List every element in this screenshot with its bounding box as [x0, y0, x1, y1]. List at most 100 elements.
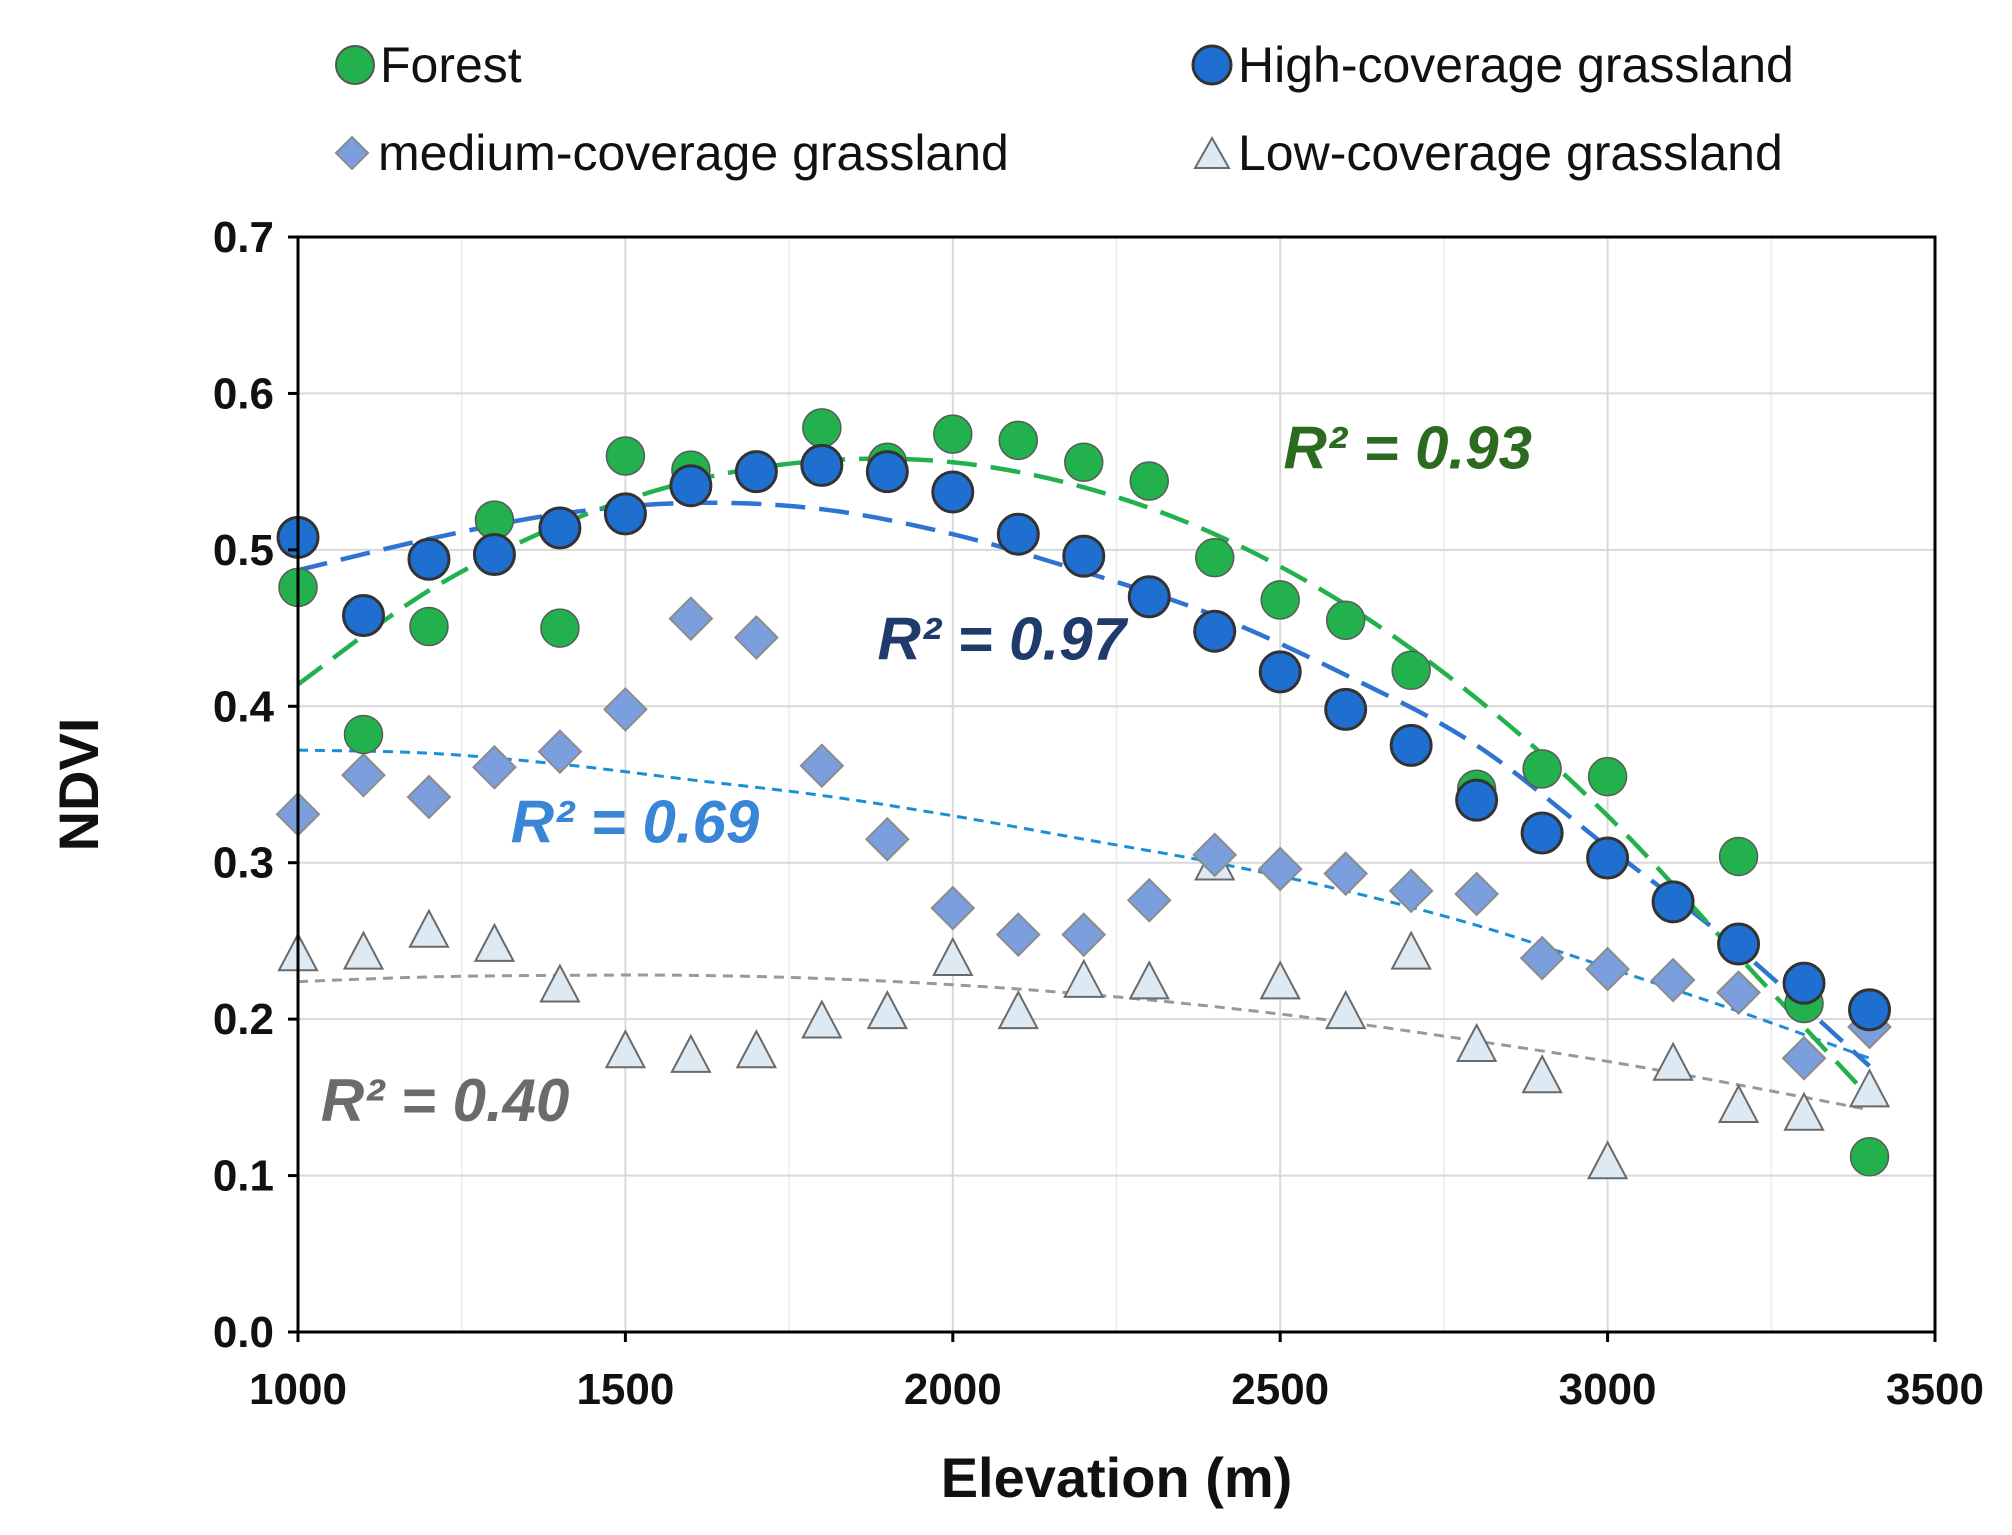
low-coverage-point — [539, 963, 581, 1003]
high-coverage-point — [1848, 988, 1892, 1032]
low-coverage-point — [1390, 930, 1432, 970]
r2-label-low-coverage: R² = 0.40 — [321, 1067, 569, 1134]
high-coverage-point — [472, 533, 516, 577]
x-tick-label: 2000 — [904, 1365, 1002, 1414]
high-coverage-point — [1717, 922, 1761, 966]
low-coverage-point — [997, 989, 1039, 1030]
high-coverage-point — [734, 450, 778, 494]
y-tick-label: 0.3 — [213, 839, 274, 888]
forest-point — [605, 436, 646, 476]
medium-coverage-point — [864, 816, 910, 862]
x-tick-label: 3500 — [1886, 1365, 1984, 1414]
y-tick-label: 0.6 — [213, 369, 274, 418]
medium-coverage-point — [1126, 877, 1172, 923]
r2-label-high-coverage: R² = 0.97 — [877, 605, 1128, 672]
forest-point — [343, 714, 384, 755]
low-coverage-point — [1717, 1083, 1760, 1123]
x-axis-title: Elevation (m) — [941, 1446, 1293, 1509]
high-coverage-point — [1520, 811, 1564, 855]
legend-marker-forest — [335, 45, 375, 85]
low-coverage-point — [1521, 1054, 1563, 1094]
medium-coverage-point — [1585, 946, 1631, 992]
y-tick-label: 0.5 — [213, 526, 274, 575]
low-coverage-point — [604, 1029, 647, 1069]
medium-coverage-point — [1519, 935, 1565, 981]
r-squared-labels: R² = 0.93 R² = 0.97 R² = 0.69 R² = 0.40 — [321, 415, 1532, 1134]
y-tick-label: 0.1 — [213, 1152, 274, 1201]
forest-point — [1718, 836, 1759, 877]
forest-point — [1849, 1137, 1890, 1177]
low-coverage-point — [1652, 1041, 1694, 1081]
x-tick-label: 1500 — [576, 1365, 674, 1414]
high-coverage-point — [1127, 575, 1171, 619]
forest-point — [1129, 461, 1169, 501]
high-coverage-point — [996, 512, 1040, 556]
high-coverage-point — [1455, 778, 1499, 822]
x-axis-ticks: 1000 1500 2000 2500 3000 3500 — [249, 1332, 1984, 1414]
medium-coverage-point — [1323, 851, 1369, 897]
high-coverage-point — [407, 537, 451, 581]
forest-point — [933, 414, 973, 454]
high-coverage-point — [1389, 723, 1433, 767]
high-coverage-point — [865, 450, 909, 494]
plot-area-border — [296, 235, 1937, 1334]
low-coverage-point — [801, 999, 843, 1039]
medium-coverage-point — [799, 743, 845, 789]
medium-coverage-point — [406, 774, 452, 820]
high-coverage-point — [1193, 609, 1237, 653]
forest-point — [1260, 580, 1300, 620]
legend-item-low-coverage: Low-coverage grassland — [1193, 125, 1783, 181]
low-coverage-point — [1783, 1091, 1825, 1131]
legend-label-forest: Forest — [380, 37, 522, 93]
x-tick-label: 2500 — [1231, 1365, 1329, 1414]
data-points — [275, 408, 1892, 1180]
low-coverage-point — [1325, 989, 1367, 1030]
high-coverage-point — [1782, 961, 1826, 1005]
y-tick-label: 0.2 — [213, 995, 274, 1044]
legend-marker-high-coverage — [1191, 44, 1233, 86]
medium-coverage-point — [341, 752, 386, 798]
medium-coverage-point — [1257, 846, 1303, 892]
low-coverage-point — [1848, 1068, 1891, 1108]
high-coverage-point — [1062, 534, 1106, 578]
forest-point — [1194, 537, 1235, 578]
forest-point — [998, 420, 1039, 461]
medium-coverage-point — [668, 596, 714, 642]
legend-label-high-coverage: High-coverage grassland — [1238, 37, 1794, 93]
medium-coverage-point — [1650, 957, 1696, 1003]
low-coverage-point — [1259, 960, 1301, 1000]
high-coverage-point — [341, 594, 385, 638]
r2-label-forest: R² = 0.93 — [1283, 415, 1531, 482]
forest-point — [1064, 442, 1104, 483]
forest-point — [1325, 600, 1366, 640]
low-coverage-point — [932, 936, 974, 976]
high-coverage-point — [669, 464, 713, 508]
legend: Forest High-coverage grassland medium-co… — [334, 37, 1794, 181]
forest-point — [1522, 749, 1562, 789]
low-coverage-point — [408, 908, 450, 948]
forest-point — [802, 408, 842, 448]
medium-coverage-point — [537, 729, 583, 775]
low-coverage-point — [1586, 1140, 1629, 1180]
forest-point — [540, 608, 580, 648]
y-axis-ticks: 0.0 0.1 0.2 0.3 0.4 0.5 0.6 0.7 — [213, 213, 298, 1357]
legend-item-medium-coverage: medium-coverage grassland — [334, 125, 1009, 181]
medium-coverage-point — [733, 615, 779, 660]
high-coverage-point — [1651, 880, 1695, 924]
high-coverage-point — [800, 443, 844, 487]
legend-label-low-coverage: Low-coverage grassland — [1238, 125, 1783, 181]
legend-item-forest: Forest — [335, 37, 522, 93]
low-coverage-point — [342, 930, 385, 970]
legend-label-medium-coverage: medium-coverage grassland — [378, 125, 1009, 181]
medium-coverage-point — [1388, 868, 1434, 914]
medium-coverage-point — [1061, 912, 1107, 958]
forest-point — [1391, 650, 1431, 691]
forest-point — [409, 606, 449, 647]
legend-marker-low-coverage — [1193, 135, 1231, 169]
high-coverage-point — [931, 470, 975, 514]
medium-coverage-point — [930, 885, 976, 931]
low-coverage-point — [1455, 1022, 1498, 1062]
high-coverage-point — [1324, 687, 1368, 731]
medium-coverage-point — [472, 744, 517, 790]
low-coverage-point — [1063, 958, 1105, 998]
